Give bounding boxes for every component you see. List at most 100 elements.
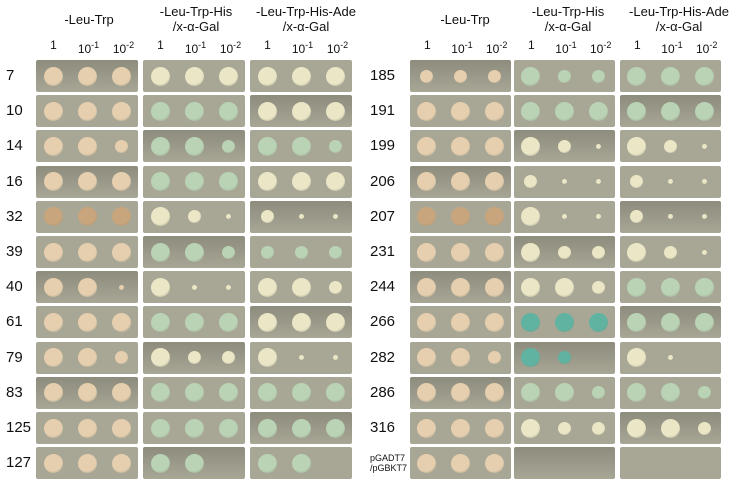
right-plate-tile [410, 95, 511, 128]
yeast-colony [150, 242, 170, 262]
yeast-colony [451, 207, 470, 227]
dilution-base: 1 [423, 38, 431, 52]
yeast-colony [43, 101, 63, 121]
right-dilution-2-0: 1 [620, 38, 655, 52]
yeast-colony [221, 139, 235, 153]
yeast-colony [562, 179, 567, 185]
dilution-base: 10 [291, 42, 306, 56]
right-plate-tile [514, 412, 615, 444]
right-plate-tile [514, 306, 615, 339]
left-dilution-1-2: 10-2 [213, 38, 248, 56]
yeast-colony [417, 348, 437, 368]
yeast-colony [591, 245, 605, 259]
left-plate-tile [250, 95, 352, 128]
yeast-colony [291, 277, 311, 297]
yeast-colony [661, 418, 680, 438]
yeast-colony [555, 101, 574, 121]
yeast-colony [187, 351, 201, 365]
yeast-colony [454, 69, 467, 83]
dilution-base: 10 [589, 42, 604, 56]
yeast-colony [150, 418, 170, 438]
yeast-colony [191, 284, 197, 290]
dilution-base: 10 [451, 42, 465, 56]
yeast-colony [291, 453, 311, 473]
yeast-colony [77, 383, 97, 403]
right-plate-tile [514, 165, 615, 198]
yeast-colony [77, 242, 97, 262]
yeast-colony [111, 207, 131, 227]
yeast-colony [77, 136, 97, 156]
yeast-colony [417, 101, 437, 121]
dilution-exponent: -1 [464, 40, 473, 50]
yeast-colony [668, 355, 673, 361]
yeast-colony [417, 312, 437, 332]
yeast-colony [555, 277, 574, 297]
right-row-label: pGADT7 /pGBKT7 [370, 453, 408, 474]
yeast-colony [694, 312, 714, 332]
yeast-colony [114, 139, 128, 153]
yeast-colony [111, 101, 131, 121]
yeast-colony [451, 312, 470, 332]
yeast-colony [694, 66, 714, 86]
yeast-colony [184, 101, 204, 121]
right-plate-tile [620, 341, 721, 374]
yeast-colony [451, 453, 470, 473]
yeast-colony [291, 101, 311, 121]
yeast-colony [417, 172, 437, 192]
left-plate-tile [36, 200, 138, 233]
yeast-colony [43, 383, 63, 403]
yeast-colony [668, 179, 673, 185]
yeast-colony [111, 312, 131, 332]
yeast-colony [225, 214, 231, 220]
yeast-colony [521, 242, 541, 262]
yeast-colony [225, 284, 231, 290]
dilution-exponent: -1 [305, 40, 314, 50]
right-plate-tile [514, 236, 615, 268]
header-his-xgal: -Leu-Trp-His /x-α-Gal [159, 4, 233, 34]
yeast-colony [332, 214, 338, 220]
yeast-colony [588, 101, 608, 121]
right-plate-tile [620, 412, 721, 444]
yeast-colony [417, 277, 437, 297]
yeast-colony [487, 69, 501, 83]
dilution-base: 10 [112, 42, 127, 56]
left-plate-tile [36, 165, 138, 198]
right-plate-tile [514, 130, 615, 163]
left-row-label: 39 [6, 243, 23, 260]
yeast-colony [114, 351, 128, 365]
yeast-colony [521, 418, 541, 438]
yeast-colony [257, 418, 277, 438]
right-plate-tile [514, 271, 615, 304]
yeast-colony [558, 69, 571, 83]
yeast-colony [484, 242, 504, 262]
left-plate-tile [250, 60, 352, 92]
yeast-colony [668, 214, 673, 220]
yeast-colony [150, 348, 170, 368]
yeast-colony [260, 210, 274, 224]
dilution-exponent: -2 [126, 40, 135, 50]
yeast-colony [627, 383, 647, 403]
left-plate-tile [36, 376, 138, 409]
left-plate-tile [250, 341, 352, 374]
yeast-colony [555, 312, 574, 332]
left-plate-tile [36, 271, 138, 304]
left-plate-tile [36, 412, 138, 444]
yeast-colony [150, 101, 170, 121]
yeast-colony [150, 277, 170, 297]
right-plate-tile [410, 376, 511, 409]
left-panel: -Leu-Trp -Leu-Trp-His /x-α-Gal -Leu-Trp-… [6, 4, 356, 480]
yeast-colony [77, 348, 97, 368]
yeast-colony [257, 101, 277, 121]
yeast-colony [111, 383, 131, 403]
yeast-colony [184, 136, 204, 156]
right-plate-tile [514, 376, 615, 409]
yeast-colony [521, 348, 541, 368]
yeast-colony [328, 280, 342, 294]
right-dilution-1-1: 10-1 [549, 38, 584, 56]
left-row-label: 127 [6, 454, 32, 472]
yeast-colony [661, 277, 680, 297]
yeast-colony [257, 172, 277, 192]
yeast-colony [150, 312, 170, 332]
dilution-exponent: -2 [603, 40, 612, 50]
yeast-colony [595, 214, 601, 220]
